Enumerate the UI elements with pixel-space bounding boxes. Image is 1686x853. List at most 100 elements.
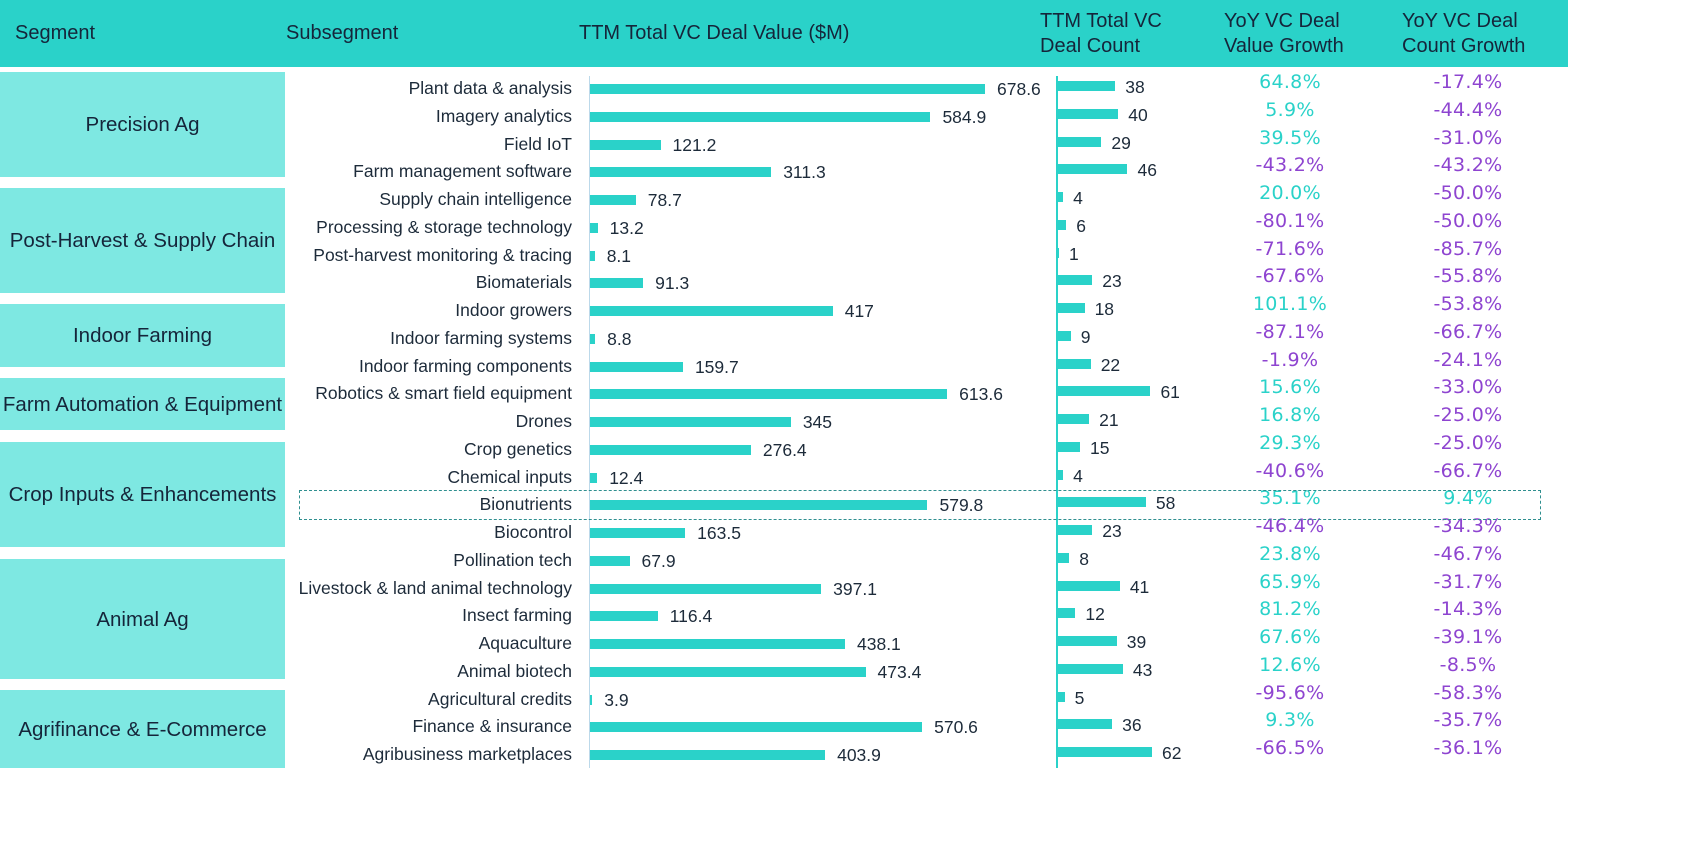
deal-count-bar — [1057, 219, 1067, 230]
deal-value-bar — [590, 417, 791, 427]
deal-value-label: 438.1 — [857, 634, 901, 654]
deal-value-label: 397.1 — [833, 578, 877, 599]
header-count-growth-line1: YoY VC Deal — [1402, 10, 1518, 32]
deal-count-label: 36 — [1122, 715, 1142, 736]
value-growth-value: 64.8% — [1259, 71, 1321, 93]
count-growth-value: -35.7% — [1433, 709, 1503, 732]
value-growth-value: 16.8% — [1259, 404, 1321, 426]
count-growth-value: -8.5% — [1439, 653, 1497, 676]
subsegment-label: Livestock & land animal technology — [298, 577, 572, 598]
deal-count-label: 1 — [1069, 243, 1079, 264]
deal-value-bar — [590, 139, 661, 150]
deal-count-bar — [1057, 275, 1093, 286]
value-growth-value: 29.3% — [1259, 431, 1321, 454]
value-growth-value: 5.9% — [1265, 98, 1315, 121]
deal-count-label: 58 — [1155, 493, 1176, 514]
deal-value-label: 570.6 — [934, 717, 978, 738]
highlighted-row-box — [299, 490, 1541, 520]
deal-value-label: 417 — [844, 301, 874, 321]
deal-count-label: 18 — [1094, 299, 1115, 319]
count-growth-value: -43.2% — [1433, 154, 1503, 177]
deal-count-label: 23 — [1102, 271, 1122, 292]
deal-value-label: 78.7 — [647, 190, 682, 210]
deal-value-label: 159.7 — [694, 356, 739, 377]
count-growth-value: -46.7% — [1433, 542, 1503, 565]
deal-value-label: 91.3 — [655, 273, 690, 294]
value-growth-value: -87.1% — [1255, 320, 1325, 343]
deal-count-bar — [1057, 358, 1091, 369]
deal-count-label: 21 — [1099, 410, 1119, 430]
count-growth-value: -39.1% — [1433, 626, 1503, 648]
segment-label: Post-Harvest & Supply Chain — [0, 188, 285, 293]
value-growth-value: 101.1% — [1252, 293, 1328, 315]
subsegment-label: Bionutrients — [479, 494, 572, 515]
subsegment-label: Chemical inputs — [447, 466, 573, 487]
subsegment-label: Field IoT — [503, 133, 572, 154]
deal-value-label: 403.9 — [837, 745, 881, 765]
subsegment-label: Agribusiness marketplaces — [362, 744, 572, 764]
value-growth-value: 12.6% — [1259, 653, 1321, 676]
header-deal-count-line1: TTM Total VC — [1040, 10, 1162, 32]
deal-count-bar — [1057, 136, 1102, 147]
deal-value-label: 12.4 — [609, 467, 644, 488]
count-growth-value: -17.4% — [1433, 71, 1503, 93]
deal-value-bar — [590, 694, 593, 705]
deal-count-label: 9 — [1080, 326, 1091, 347]
count-growth-value: -66.7% — [1433, 459, 1503, 482]
deal-count-bar — [1057, 747, 1152, 757]
value-growth-value: -66.5% — [1255, 737, 1325, 759]
deal-count-bar — [1057, 469, 1064, 480]
subsegment-label: Indoor farming systems — [390, 327, 572, 348]
deal-count-label: 12 — [1085, 604, 1105, 625]
deal-count-axis — [1056, 76, 1058, 768]
deal-value-bar — [590, 84, 985, 94]
deal-value-label: 116.4 — [669, 606, 713, 627]
deal-count-label: 38 — [1125, 77, 1145, 97]
value-growth-value: 81.2% — [1259, 598, 1321, 621]
value-growth-value: 15.6% — [1259, 376, 1321, 399]
deal-count-label: 6 — [1076, 215, 1086, 236]
value-growth-value: -43.2% — [1255, 154, 1325, 177]
deal-count-bar — [1057, 414, 1090, 424]
deal-value-bar — [590, 555, 630, 566]
deal-count-label: 4 — [1073, 188, 1083, 208]
deal-value-label: 473.4 — [877, 661, 922, 682]
deal-count-label: 5 — [1074, 687, 1085, 708]
deal-count-bar — [1057, 386, 1151, 397]
segment-label: Precision Ag — [0, 72, 285, 177]
deal-count-bar — [1057, 81, 1116, 91]
count-growth-value: -55.8% — [1433, 265, 1503, 288]
deal-count-bar — [1057, 330, 1071, 341]
deal-count-bar — [1057, 663, 1123, 674]
deal-value-label: 678.6 — [997, 79, 1041, 99]
segment-label: Farm Automation & Equipment — [0, 378, 285, 430]
value-growth-value: -1.9% — [1261, 348, 1319, 371]
value-growth-value: 9.3% — [1265, 709, 1315, 732]
deal-value-bar — [590, 361, 683, 372]
subsegment-label: Insect farming — [462, 605, 572, 626]
subsegment-label: Plant data & analysis — [408, 78, 572, 98]
deal-value-label: 13.2 — [609, 217, 644, 238]
deal-count-label: 4 — [1073, 465, 1083, 486]
count-growth-value: -85.7% — [1433, 237, 1503, 260]
deal-value-label: 3.9 — [604, 689, 629, 710]
subsegment-label: Crop genetics — [464, 438, 572, 459]
deal-value-bar — [590, 222, 598, 233]
deal-value-label: 311.3 — [783, 162, 826, 183]
subsegment-label: Pollination tech — [453, 549, 572, 570]
deal-value-label: 163.5 — [697, 523, 741, 543]
deal-count-bar — [1057, 636, 1117, 646]
deal-count-bar — [1057, 608, 1076, 619]
subsegment-label: Post-harvest monitoring & tracing — [313, 244, 572, 265]
deal-count-bar — [1057, 192, 1064, 202]
deal-count-bar — [1057, 580, 1120, 591]
subsegment-label: Animal biotech — [457, 660, 572, 681]
count-growth-value: -31.7% — [1433, 570, 1503, 593]
deal-value-bar — [590, 444, 751, 455]
deal-value-label: 613.6 — [959, 384, 1003, 405]
deal-count-bar — [1057, 525, 1093, 535]
count-growth-value: -50.0% — [1433, 209, 1503, 232]
deal-value-bar — [590, 306, 833, 316]
deal-value-bar — [590, 389, 948, 400]
deal-value-label: 579.8 — [939, 495, 984, 516]
